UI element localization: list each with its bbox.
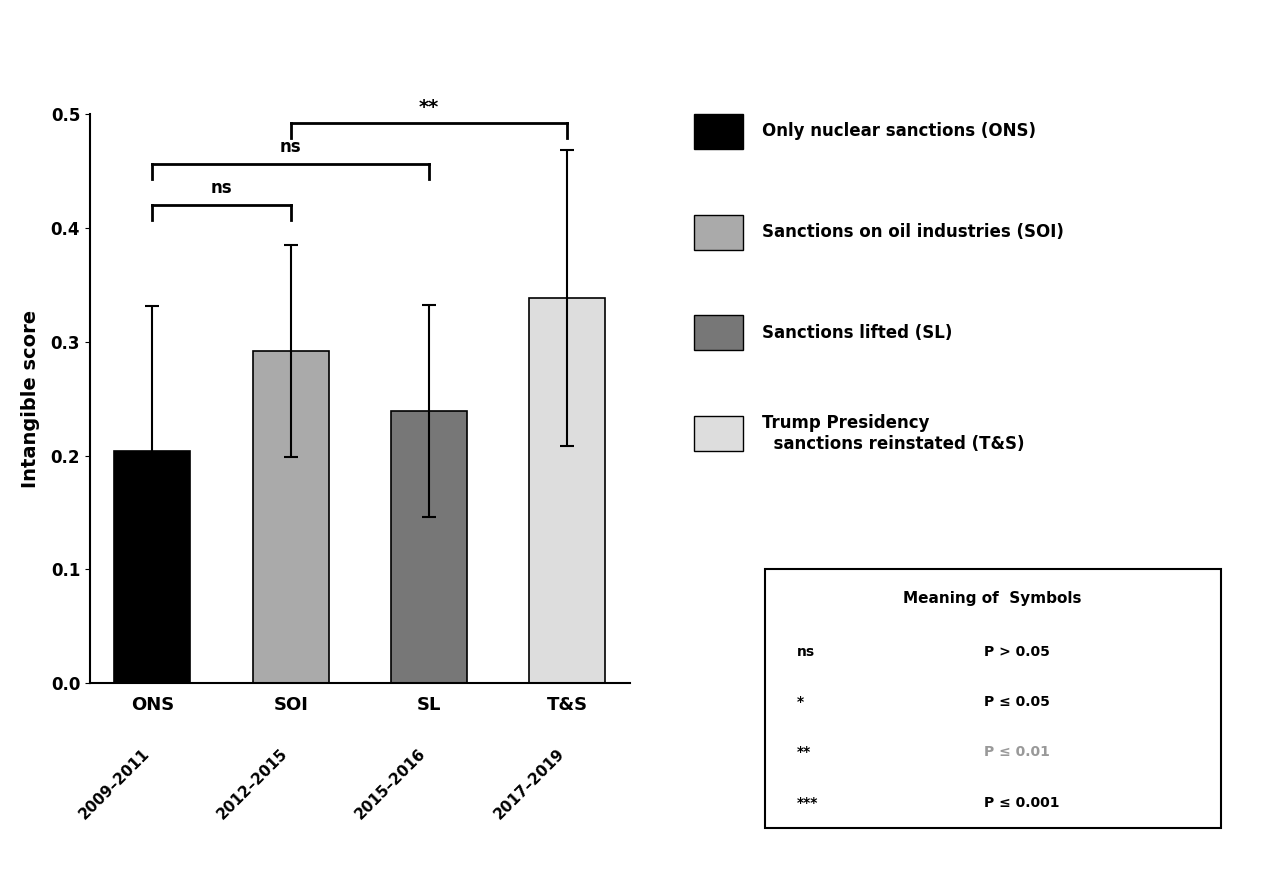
Text: 2012–2015: 2012–2015 — [215, 746, 290, 823]
Bar — [391, 411, 466, 683]
Bar — [114, 451, 190, 683]
Bar — [529, 299, 605, 683]
Text: Meaning of  Symbols: Meaning of Symbols — [903, 591, 1082, 606]
Text: P > 0.05: P > 0.05 — [983, 645, 1050, 659]
Text: **: ** — [797, 745, 811, 759]
Text: 2009–2011: 2009–2011 — [76, 746, 153, 822]
Text: Sanctions on oil industries (SOI): Sanctions on oil industries (SOI) — [762, 223, 1064, 241]
Text: P ≤ 0.01: P ≤ 0.01 — [983, 745, 1050, 759]
Text: **: ** — [419, 98, 439, 117]
Text: P ≤ 0.05: P ≤ 0.05 — [983, 695, 1050, 709]
Text: ns: ns — [280, 138, 302, 156]
Text: *: * — [797, 695, 804, 709]
Text: Only nuclear sanctions (ONS): Only nuclear sanctions (ONS) — [762, 123, 1036, 140]
Text: ***: *** — [797, 795, 819, 809]
Text: Trump Presidency
  sanctions reinstated (T&S): Trump Presidency sanctions reinstated (T… — [762, 414, 1024, 453]
Text: 2015–2016: 2015–2016 — [352, 746, 429, 823]
Text: ns: ns — [211, 179, 233, 197]
Text: Sanctions lifted (SL): Sanctions lifted (SL) — [762, 324, 952, 342]
Text: P ≤ 0.001: P ≤ 0.001 — [983, 795, 1059, 809]
Y-axis label: Intangible score: Intangible score — [21, 309, 40, 488]
Bar — [253, 350, 329, 683]
Text: 2017–2019: 2017–2019 — [491, 746, 567, 822]
Text: ns: ns — [797, 645, 815, 659]
